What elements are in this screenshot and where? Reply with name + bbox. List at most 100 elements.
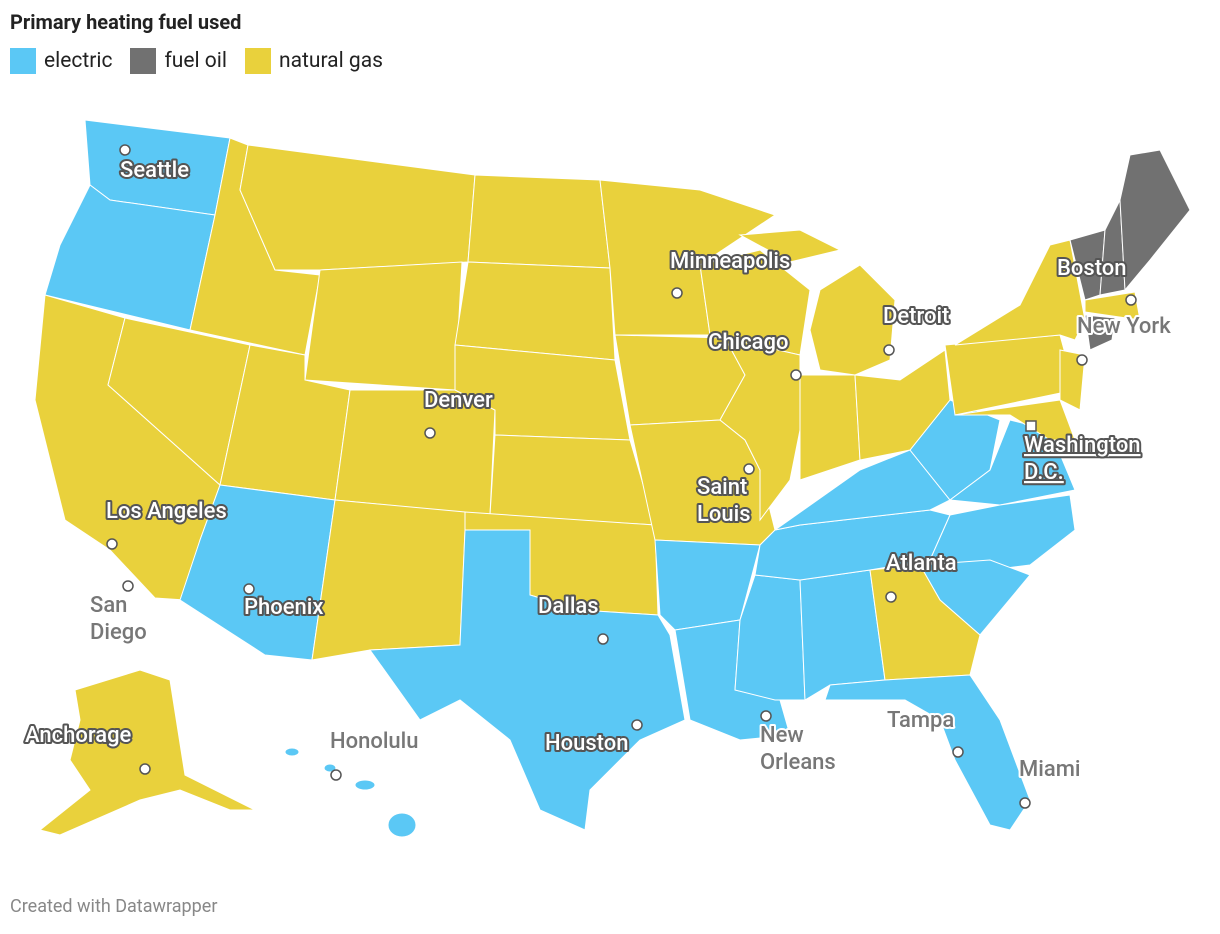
city-label-line: Louis [697, 502, 751, 527]
state [304, 261, 463, 391]
city-label-line: Los Angeles [106, 499, 227, 524]
city-label: Seattle [120, 158, 189, 183]
city-label-line: Orleans [760, 750, 836, 775]
city-label: New York [1077, 314, 1171, 339]
states [34, 119, 1191, 838]
state [284, 747, 300, 757]
state [799, 374, 861, 481]
legend-swatch [130, 48, 157, 74]
state [334, 389, 496, 516]
city-marker [243, 583, 255, 595]
city-marker [1025, 420, 1037, 432]
city-label: San Diego [90, 593, 147, 645]
city-marker [119, 144, 131, 156]
city-label-line: Dallas [538, 594, 599, 619]
city-label: Los Angeles [106, 499, 227, 524]
city-marker [952, 746, 964, 758]
city-label-line: Atlanta [886, 551, 957, 576]
city-label-line: Boston [1057, 256, 1127, 281]
legend-label: electric [44, 49, 113, 73]
state [738, 229, 842, 263]
city-label: Minneapolis [670, 249, 790, 274]
city-label-line: Anchorage [25, 723, 132, 748]
city-label-line: Honolulu [330, 729, 419, 754]
city-marker [743, 463, 755, 475]
city-label-line: Denver [424, 388, 493, 413]
state [369, 529, 686, 831]
city-label: Honolulu [330, 729, 419, 754]
city-label-line: Washington [1024, 433, 1141, 458]
city-label: Washington D.C. [1024, 433, 1141, 485]
city-label: Saint Louis [697, 475, 751, 527]
city-label: Anchorage [25, 723, 132, 748]
city-label-line: Miami [1019, 757, 1080, 782]
city-label: Detroit [883, 304, 949, 329]
state [467, 174, 611, 269]
city-marker [631, 719, 643, 731]
state [38, 669, 256, 836]
city-label: Chicago [708, 330, 789, 355]
city-marker [424, 427, 436, 439]
city-marker [106, 538, 118, 550]
city-marker [330, 769, 342, 781]
state [954, 239, 1086, 346]
city-label: Miami [1019, 757, 1080, 782]
city-marker [1125, 294, 1137, 306]
state [1059, 349, 1086, 411]
city-label-line: Seattle [120, 158, 189, 183]
city-label-line: Houston [545, 731, 628, 756]
city-label-line: New York [1077, 314, 1171, 339]
city-label-line: Minneapolis [670, 249, 790, 274]
legend-label: fuel oil [164, 49, 227, 73]
state [854, 349, 951, 461]
city-marker [1076, 354, 1088, 366]
legend-label: natural gas [279, 49, 383, 73]
state [954, 399, 1076, 441]
city-label: Dallas [538, 594, 599, 619]
state [323, 763, 337, 773]
state [1084, 314, 1116, 351]
city-label: Denver [424, 388, 493, 413]
legend-swatch [245, 48, 271, 74]
city-marker [885, 591, 897, 603]
city-label-line: Detroit [883, 304, 949, 329]
city-marker [597, 633, 609, 645]
state [454, 261, 616, 361]
city-label: Phoenix [244, 595, 323, 620]
legend-swatch [10, 48, 36, 74]
city-marker [122, 580, 134, 592]
city-label-line: Saint [697, 475, 747, 500]
city-marker [139, 763, 151, 775]
city-label-line: Chicago [708, 330, 789, 355]
city-label-line: New [760, 723, 804, 748]
city-label-line: D.C. [1024, 460, 1064, 485]
legend: electric fuel oil natural gas [10, 48, 383, 74]
state [311, 499, 466, 661]
city-label-line: Phoenix [244, 595, 323, 620]
city-marker [671, 287, 683, 299]
state [489, 434, 656, 526]
legend-item: electric [10, 48, 112, 74]
cities: Seattle Minneapolis Boston Detroit New York C… [23, 144, 1173, 809]
legend-item: fuel oil [130, 48, 227, 74]
state [809, 264, 896, 376]
title: Primary heating fuel used [10, 10, 242, 34]
city-label-line: Diego [90, 620, 147, 645]
state [354, 779, 376, 791]
state [239, 144, 476, 271]
city-label-line: San [90, 593, 127, 618]
city-marker [883, 344, 895, 356]
footer: Created with Datawrapper [10, 896, 218, 917]
city-label: Tampa [887, 708, 954, 733]
city-marker [1019, 797, 1031, 809]
city-label: Houston [545, 731, 628, 756]
state [824, 674, 1031, 831]
city-label-line: Tampa [887, 708, 954, 733]
city-label: Atlanta [886, 551, 957, 576]
state [387, 812, 417, 838]
state [1119, 149, 1191, 292]
city-label: New Orleans [760, 723, 836, 775]
city-marker [760, 710, 772, 722]
